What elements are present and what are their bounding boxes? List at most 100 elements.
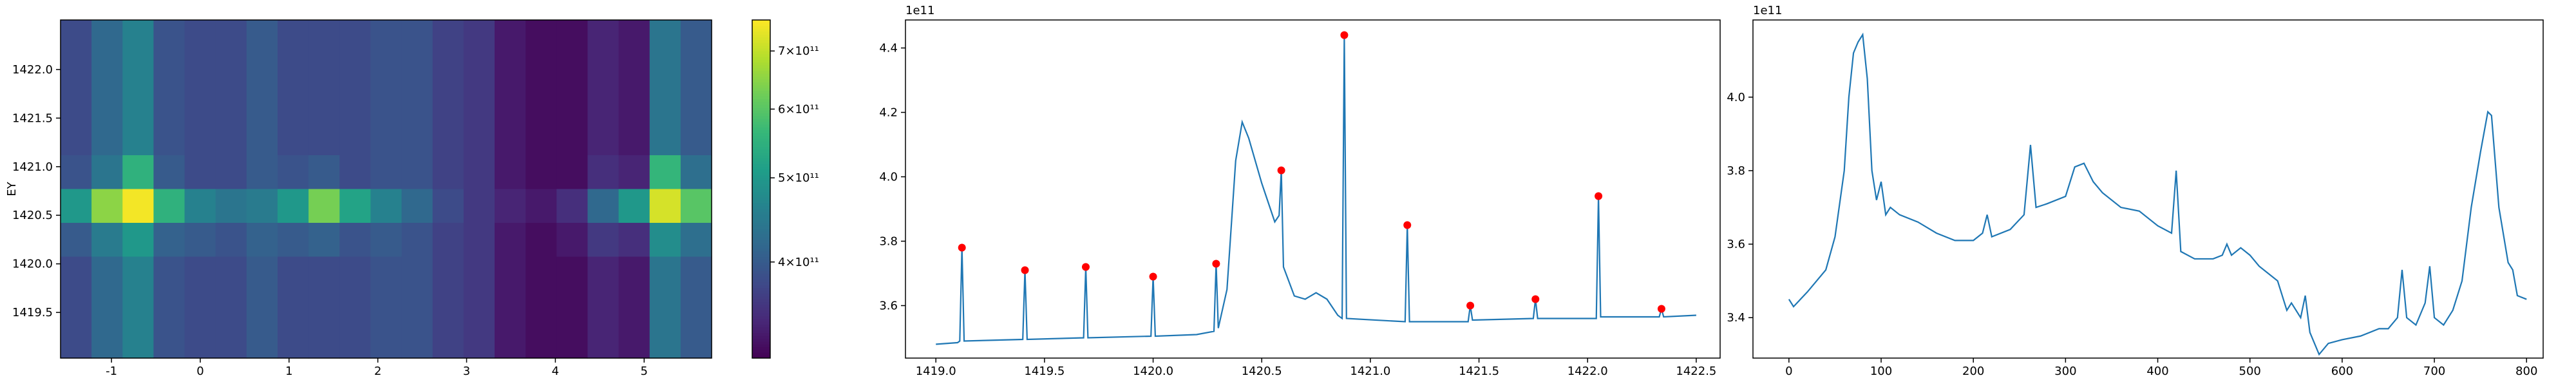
heatmap-cell: [308, 290, 340, 325]
heatmap-cell: [370, 155, 402, 190]
x-tick-label: 1419.0: [916, 365, 956, 378]
heatmap-cell: [61, 121, 92, 156]
heatmap-cell: [184, 155, 216, 190]
colorbar-segment: [752, 82, 770, 86]
colorbar-segment: [752, 191, 770, 195]
heatmap-cell: [339, 223, 372, 258]
heatmap-cell: [61, 88, 92, 122]
colorbar-segment: [752, 189, 770, 193]
colorbar-segment: [752, 158, 770, 162]
heatmap-cell: [618, 324, 650, 359]
heatmap-cell: [401, 20, 433, 55]
heatmap-cell: [308, 88, 340, 122]
heatmap-cell: [680, 88, 712, 122]
heatmap-cell: [587, 223, 620, 258]
heatmap-cell: [432, 121, 464, 156]
heatmap-cell: [215, 121, 247, 156]
heatmap-cell: [278, 53, 309, 88]
heatmap-cell: [246, 53, 278, 88]
heatmap-cell: [463, 256, 495, 291]
heatmap-cell: [215, 189, 247, 223]
y-tick-label: 3.6: [879, 299, 898, 313]
heatmap-cell: [587, 88, 620, 122]
x-tick-label: 1419.5: [1024, 365, 1065, 378]
colorbar-segment: [752, 281, 770, 285]
heatmap-cell: [246, 256, 278, 291]
heatmap-cell: [432, 223, 464, 258]
x-tick-label: 1421.5: [1459, 365, 1499, 378]
heatmap-cell: [587, 155, 620, 190]
heatmap-cell: [649, 223, 681, 258]
heatmap-cell: [649, 155, 681, 190]
heatmap-cell: [432, 53, 464, 88]
heatmap-cell: [184, 20, 216, 55]
y-tick-label: 3.6: [1727, 238, 1745, 251]
heatmap-cell: [184, 53, 216, 88]
heatmap-cell: [370, 53, 402, 88]
colorbar-segment: [752, 76, 770, 80]
colorbar-segment: [752, 293, 770, 297]
colorbar-segment: [752, 133, 770, 136]
x-tick-label: 400: [2146, 365, 2168, 378]
heatmap-cell: [556, 121, 589, 156]
heatmap-cell: [401, 121, 433, 156]
colorbar-segment: [752, 287, 770, 291]
heatmap-cell: [401, 223, 433, 258]
colorbar-segment: [752, 346, 770, 350]
y-tick-label: 4.2: [879, 106, 898, 120]
heatmap-cell: [526, 189, 557, 223]
x-tick-label: -1: [106, 365, 117, 378]
heatmap-cell: [308, 155, 340, 190]
heatmap-cell: [308, 223, 340, 258]
colorbar-segment: [752, 251, 770, 254]
heatmap-cell: [587, 189, 620, 223]
heatmap-cell: [556, 189, 589, 223]
colorbar-segment: [752, 33, 770, 37]
heatmap-cell: [215, 155, 247, 190]
colorbar-segment: [752, 259, 770, 263]
colorbar-segment: [752, 268, 770, 271]
colorbar-segment: [752, 217, 770, 221]
x-tick-label: 300: [2054, 365, 2076, 378]
colorbar-segment: [752, 160, 770, 164]
heatmap-cell: [680, 121, 712, 156]
heatmap-cell: [308, 324, 340, 359]
heatmap-cell: [618, 189, 650, 223]
heatmap-cell: [495, 121, 526, 156]
peak-marker: [1212, 260, 1220, 268]
colorbar-segment: [752, 53, 770, 57]
heatmap-cell: [246, 155, 278, 190]
heatmap-cell: [122, 223, 155, 258]
heatmap-cell: [246, 223, 278, 258]
x-tick-label: 600: [2331, 365, 2353, 378]
heatmap-cell: [91, 324, 123, 359]
colorbar-segment: [752, 183, 770, 187]
x-tick-label: 1: [285, 365, 292, 378]
heatmap-cell: [246, 121, 278, 156]
heatmap-cell: [61, 223, 92, 258]
colorbar-segment: [752, 327, 770, 330]
x-tick-label: 1420.5: [1242, 365, 1282, 378]
y-tick-label: 4.0: [879, 171, 898, 184]
colorbar-segment: [752, 99, 770, 102]
heatmap-cell: [308, 121, 340, 156]
heatmap-cell: [680, 256, 712, 291]
heatmap-cell: [91, 53, 123, 88]
heatmap-cell: [401, 324, 433, 359]
colorbar-segment: [752, 110, 770, 113]
heatmap-cell: [618, 88, 650, 122]
y-tick-label: 1421.0: [12, 160, 53, 174]
heatmap-cell: [432, 290, 464, 325]
heatmap-cell: [61, 189, 92, 223]
colorbar-segment: [752, 245, 770, 249]
colorbar-tick-label: 5×10¹¹: [778, 171, 819, 185]
heatmap-cell: [308, 189, 340, 223]
colorbar-segment: [752, 194, 770, 198]
heatmap-cell: [91, 223, 123, 258]
heatmap-cell: [61, 324, 92, 359]
colorbar-segment: [752, 203, 770, 207]
heatmap-cell: [153, 256, 185, 291]
heatmap-cell: [526, 290, 557, 325]
heatmap-cell: [556, 20, 589, 55]
peak-marker: [1149, 272, 1157, 281]
